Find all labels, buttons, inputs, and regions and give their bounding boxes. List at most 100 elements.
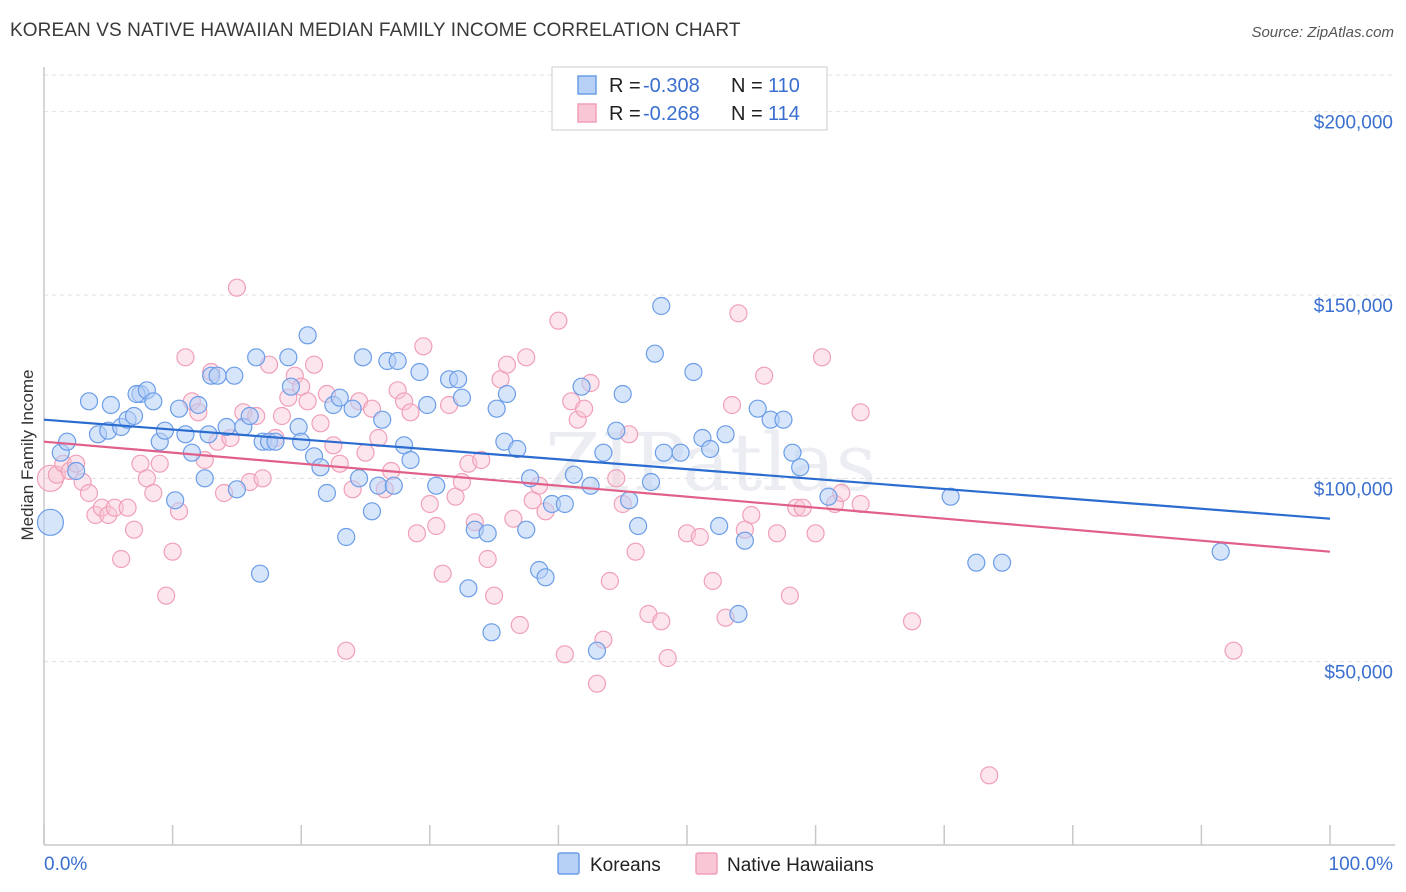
bottom-legend-koreans: Koreans [590, 855, 661, 876]
data-point [418, 395, 437, 415]
grid-lines [44, 74, 1395, 663]
data-point [967, 553, 986, 572]
data-point [79, 483, 99, 503]
data-point [433, 564, 452, 583]
data-point [343, 399, 362, 418]
data-point [195, 469, 214, 488]
data-point [1224, 641, 1243, 660]
data-point [324, 436, 343, 455]
data-point [330, 454, 349, 473]
data-point [330, 388, 349, 407]
data-point [645, 344, 664, 363]
data-point [478, 524, 497, 543]
source-label: Source: ZipAtlas.com [1251, 24, 1394, 41]
data-point [166, 491, 185, 510]
data-point [587, 641, 607, 660]
data-point [581, 476, 600, 495]
data-point [427, 476, 446, 495]
data-point [487, 399, 506, 418]
data-point [748, 399, 767, 418]
data-point [819, 487, 838, 506]
data-point [36, 464, 65, 492]
data-point [652, 296, 671, 316]
data-point [536, 568, 555, 587]
data-point [420, 494, 439, 514]
data-point [247, 348, 266, 367]
data-point [79, 392, 99, 411]
data-point [208, 366, 227, 385]
x-tick-min: 0.0% [44, 854, 87, 875]
data-point [253, 469, 272, 488]
trend-lines [43, 418, 1331, 553]
data-point [575, 399, 594, 418]
data-point [388, 381, 407, 400]
data-point [517, 520, 536, 539]
data-point [729, 304, 748, 323]
data-point [99, 505, 118, 525]
data-point [410, 362, 429, 382]
data-point [240, 406, 259, 426]
data-point [941, 487, 960, 506]
data-point [671, 443, 690, 462]
legend: R = -0.308 N = 110 R = -0.268 N = 114 [551, 66, 828, 131]
data-point [101, 395, 120, 415]
data-point [459, 579, 478, 598]
data-point [594, 443, 613, 462]
bottom-legend: Koreans Native Hawaiians [557, 852, 874, 876]
data-point [384, 476, 403, 495]
data-point [227, 480, 246, 499]
data-point [851, 403, 870, 422]
x-tick-max: 100.0% [1329, 854, 1394, 875]
legend-n-value-1: 110 [768, 75, 800, 97]
y-tick-label: $100,000 [1314, 479, 1393, 500]
data-point [317, 483, 337, 503]
data-point [716, 425, 735, 444]
data-point [337, 527, 356, 547]
trend-line [43, 440, 1331, 553]
data-point [780, 586, 799, 605]
legend-n-label-1: N = [731, 75, 763, 97]
data-point [298, 326, 317, 345]
data-point [67, 461, 86, 481]
data-point [144, 483, 163, 503]
bottom-legend-swatch-koreans [557, 852, 580, 875]
data-point [112, 549, 131, 569]
data-point [157, 586, 176, 605]
data-point [150, 454, 169, 473]
data-point [654, 443, 673, 462]
data-point [227, 278, 246, 297]
y-tick-label: $50,000 [1324, 663, 1393, 684]
data-point [373, 410, 392, 429]
data-point [767, 524, 787, 543]
data-point [281, 377, 301, 396]
data-point [806, 524, 825, 543]
data-point [629, 516, 648, 536]
data-point [710, 516, 729, 536]
data-point [394, 392, 414, 411]
data-point [58, 432, 77, 451]
data-point [607, 421, 626, 440]
data-point [124, 520, 144, 539]
data-point [427, 516, 446, 536]
data-point [742, 505, 761, 525]
y-tick-labels: $50,000 $100,000 $150,000 $200,000 [1314, 113, 1393, 684]
data-point [684, 362, 703, 382]
data-point [572, 377, 591, 396]
data-point [783, 443, 802, 462]
axes [43, 67, 1395, 846]
data-point [497, 384, 517, 404]
data-point [690, 527, 709, 547]
data-point [353, 348, 373, 367]
data-point [272, 406, 292, 426]
data-point [266, 432, 285, 451]
data-point [448, 370, 468, 389]
data-point [401, 450, 420, 470]
data-point [414, 337, 433, 356]
data-point [555, 645, 574, 664]
data-point [279, 348, 298, 367]
data-point [517, 348, 536, 367]
data-point [407, 524, 427, 543]
legend-n-value-2: 114 [768, 103, 800, 125]
data-point [902, 612, 922, 631]
